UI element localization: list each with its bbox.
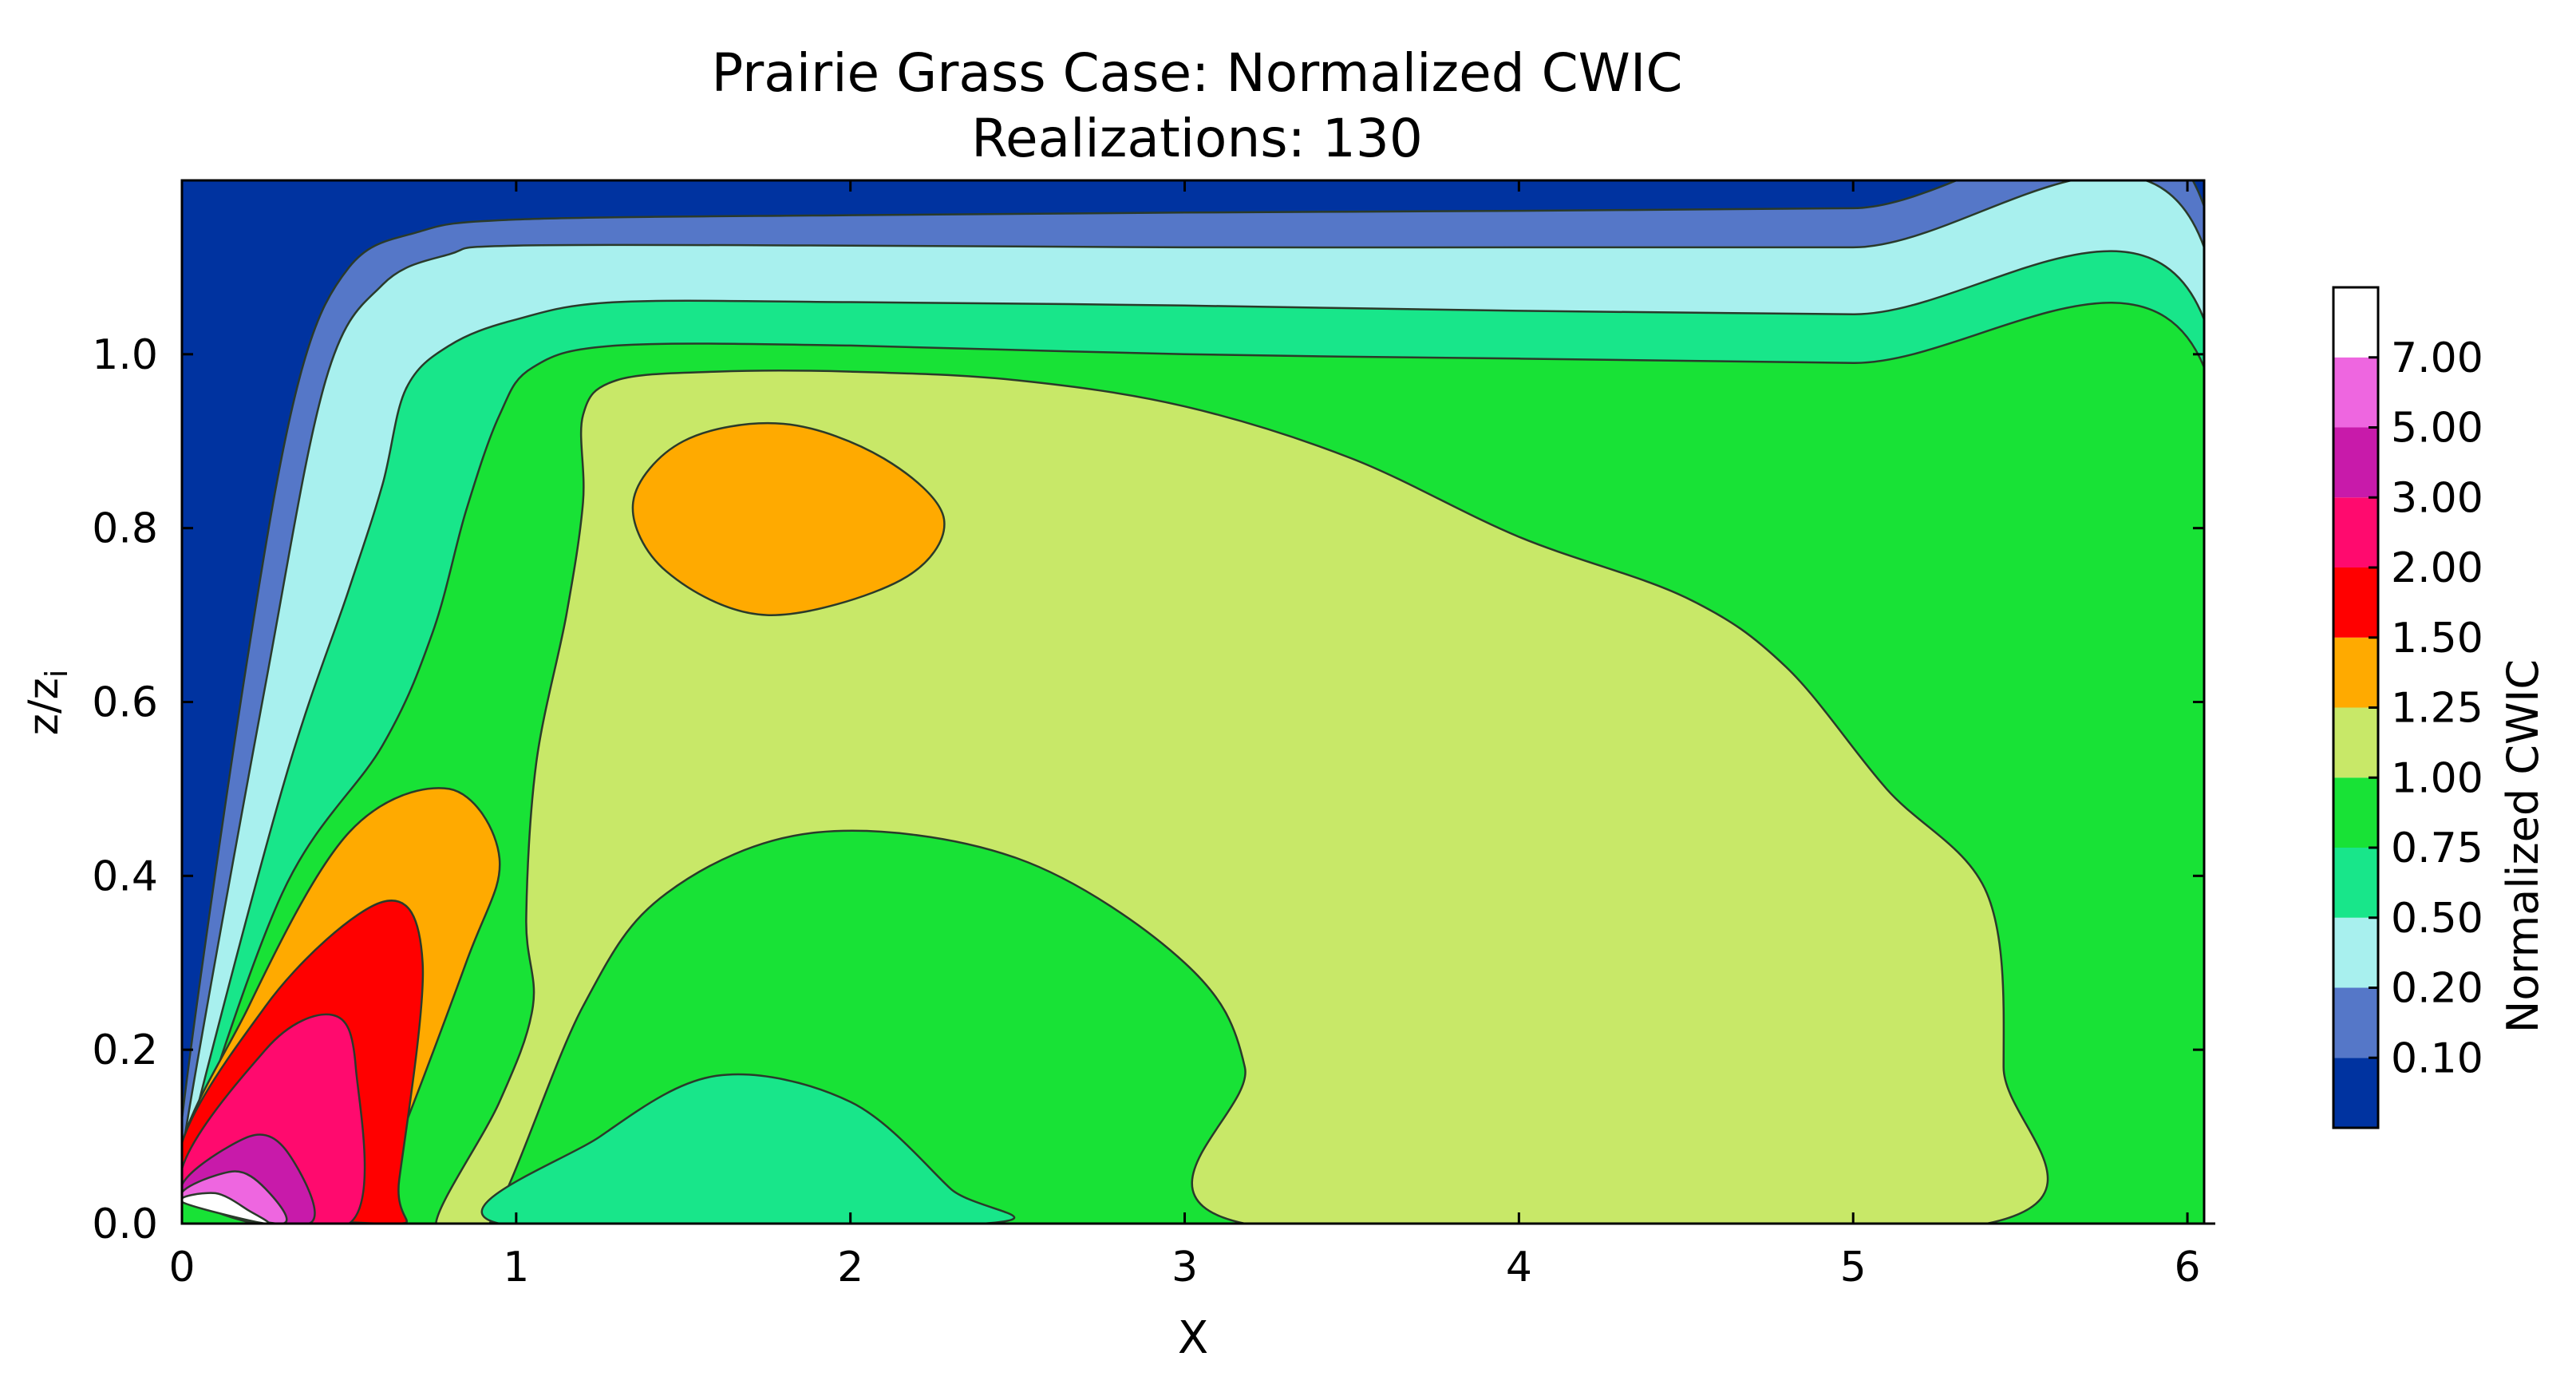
colorbar-swatch bbox=[2333, 287, 2378, 358]
colorbar-swatch bbox=[2333, 1058, 2378, 1128]
x-tick-label: 2 bbox=[837, 1244, 863, 1291]
x-tick-label: 0 bbox=[168, 1244, 195, 1291]
y-axis-label: z/zi bbox=[20, 670, 74, 736]
plot-area bbox=[182, 180, 2204, 1224]
colorbar-swatch bbox=[2333, 917, 2378, 988]
y-axis-label-subscript: i bbox=[39, 670, 74, 678]
colorbar-swatch bbox=[2333, 848, 2378, 918]
colorbar-swatch bbox=[2333, 637, 2378, 708]
contour-region-0-50 bbox=[480, 1073, 1016, 1224]
colorbar-tick-label: 1.00 bbox=[2391, 754, 2483, 802]
y-axis-label-main: z/z bbox=[20, 678, 68, 735]
chart-subtitle: Realizations: 130 bbox=[971, 108, 1423, 169]
x-tick-label: 5 bbox=[1840, 1244, 1867, 1291]
colorbar-swatch bbox=[2333, 497, 2378, 567]
colorbar-tick-label: 0.20 bbox=[2391, 965, 2483, 1013]
colorbar-tick-label: 0.50 bbox=[2391, 895, 2483, 943]
colorbar-tick-label: 1.25 bbox=[2391, 685, 2483, 733]
y-tick-label: 0.2 bbox=[92, 1026, 158, 1074]
colorbar-swatch bbox=[2333, 707, 2378, 778]
colorbar: 0.10 0.20 0.50 0.75 1.00 1.25 1.50 2.00 3.00 5.00… bbox=[2332, 286, 2483, 1129]
colorbar-tick-label: 5.00 bbox=[2391, 405, 2483, 453]
colorbar-swatch bbox=[2333, 357, 2378, 428]
colorbar-tick-label: 3.00 bbox=[2391, 474, 2483, 522]
colorbar-swatch bbox=[2333, 777, 2378, 848]
colorbar-swatch bbox=[2333, 987, 2378, 1058]
colorbar-tick-label: 7.00 bbox=[2391, 334, 2483, 382]
y-tick-label: 0.0 bbox=[92, 1200, 158, 1248]
colorbar-tick-label: 0.75 bbox=[2391, 825, 2483, 872]
x-tick-label: 1 bbox=[503, 1244, 529, 1291]
contour-regions bbox=[182, 180, 2204, 1224]
colorbar-tick-label: 2.00 bbox=[2391, 544, 2483, 592]
y-tick-label: 0.6 bbox=[92, 679, 158, 727]
colorbar-label: Normalized CWIC bbox=[2498, 659, 2548, 1033]
colorbar-tick-label: 1.50 bbox=[2391, 615, 2483, 662]
axes: 0 1 2 3 4 5 6 0.0 0.2 0.4 0.6 0.8 1.0 bbox=[92, 179, 2215, 1291]
x-tick-label: 3 bbox=[1171, 1244, 1198, 1291]
colorbar-tick-label: 0.10 bbox=[2391, 1034, 2483, 1082]
x-tick-label: 6 bbox=[2175, 1244, 2201, 1291]
contour-region-1-25 bbox=[631, 421, 946, 616]
svg-text:z/zi: z/zi bbox=[20, 670, 74, 736]
chart-title: Prairie Grass Case: Normalized CWIC bbox=[712, 42, 1683, 104]
colorbar-swatch bbox=[2333, 427, 2378, 498]
y-tick-label: 1.0 bbox=[92, 331, 158, 379]
y-tick-label: 0.4 bbox=[92, 852, 158, 900]
colorbar-swatch bbox=[2333, 567, 2378, 638]
contour-region-7-00 bbox=[182, 1192, 271, 1224]
x-axis-label: X bbox=[1178, 1312, 1208, 1364]
y-tick-label: 0.8 bbox=[92, 505, 158, 553]
x-tick-label: 4 bbox=[1506, 1244, 1532, 1291]
